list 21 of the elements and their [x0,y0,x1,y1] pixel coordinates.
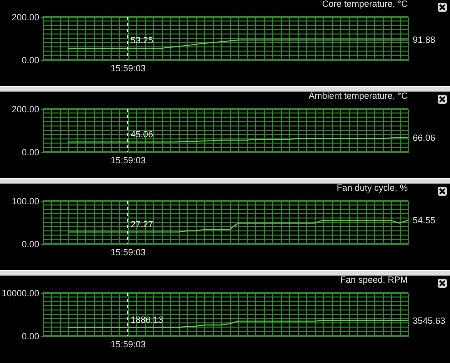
x-tick-label: 15:59:03 [110,340,146,350]
data-label: 91.88 [413,35,436,46]
chart-title: Core temperature, °C [322,0,408,9]
y-tick-label: 200.00 [12,12,40,22]
x-tick-label: 15:59:03 [110,156,146,166]
x-tick-label: 15:59:03 [110,64,146,74]
chart-title: Fan duty cycle, % [336,183,408,193]
y-tick-label: 10000.00 [2,288,40,298]
y-tick-label: 0.00 [22,240,40,250]
y-tick-label: 100.00 [12,196,40,206]
line-series [68,220,408,233]
chart-title: Ambient temperature, °C [308,91,408,101]
y-tick-label: 0.00 [22,332,40,342]
y-tick-label: 0.00 [22,148,40,158]
y-tick-label: 200.00 [12,104,40,114]
data-label: 66.06 [413,132,436,143]
chart-title: Fan speed, RPM [340,275,408,285]
x-tick-label: 15:59:03 [110,248,146,258]
y-tick-label: 0.00 [22,56,40,66]
data-label: 54.55 [413,216,436,226]
data-label: 3545.63 [413,316,446,326]
